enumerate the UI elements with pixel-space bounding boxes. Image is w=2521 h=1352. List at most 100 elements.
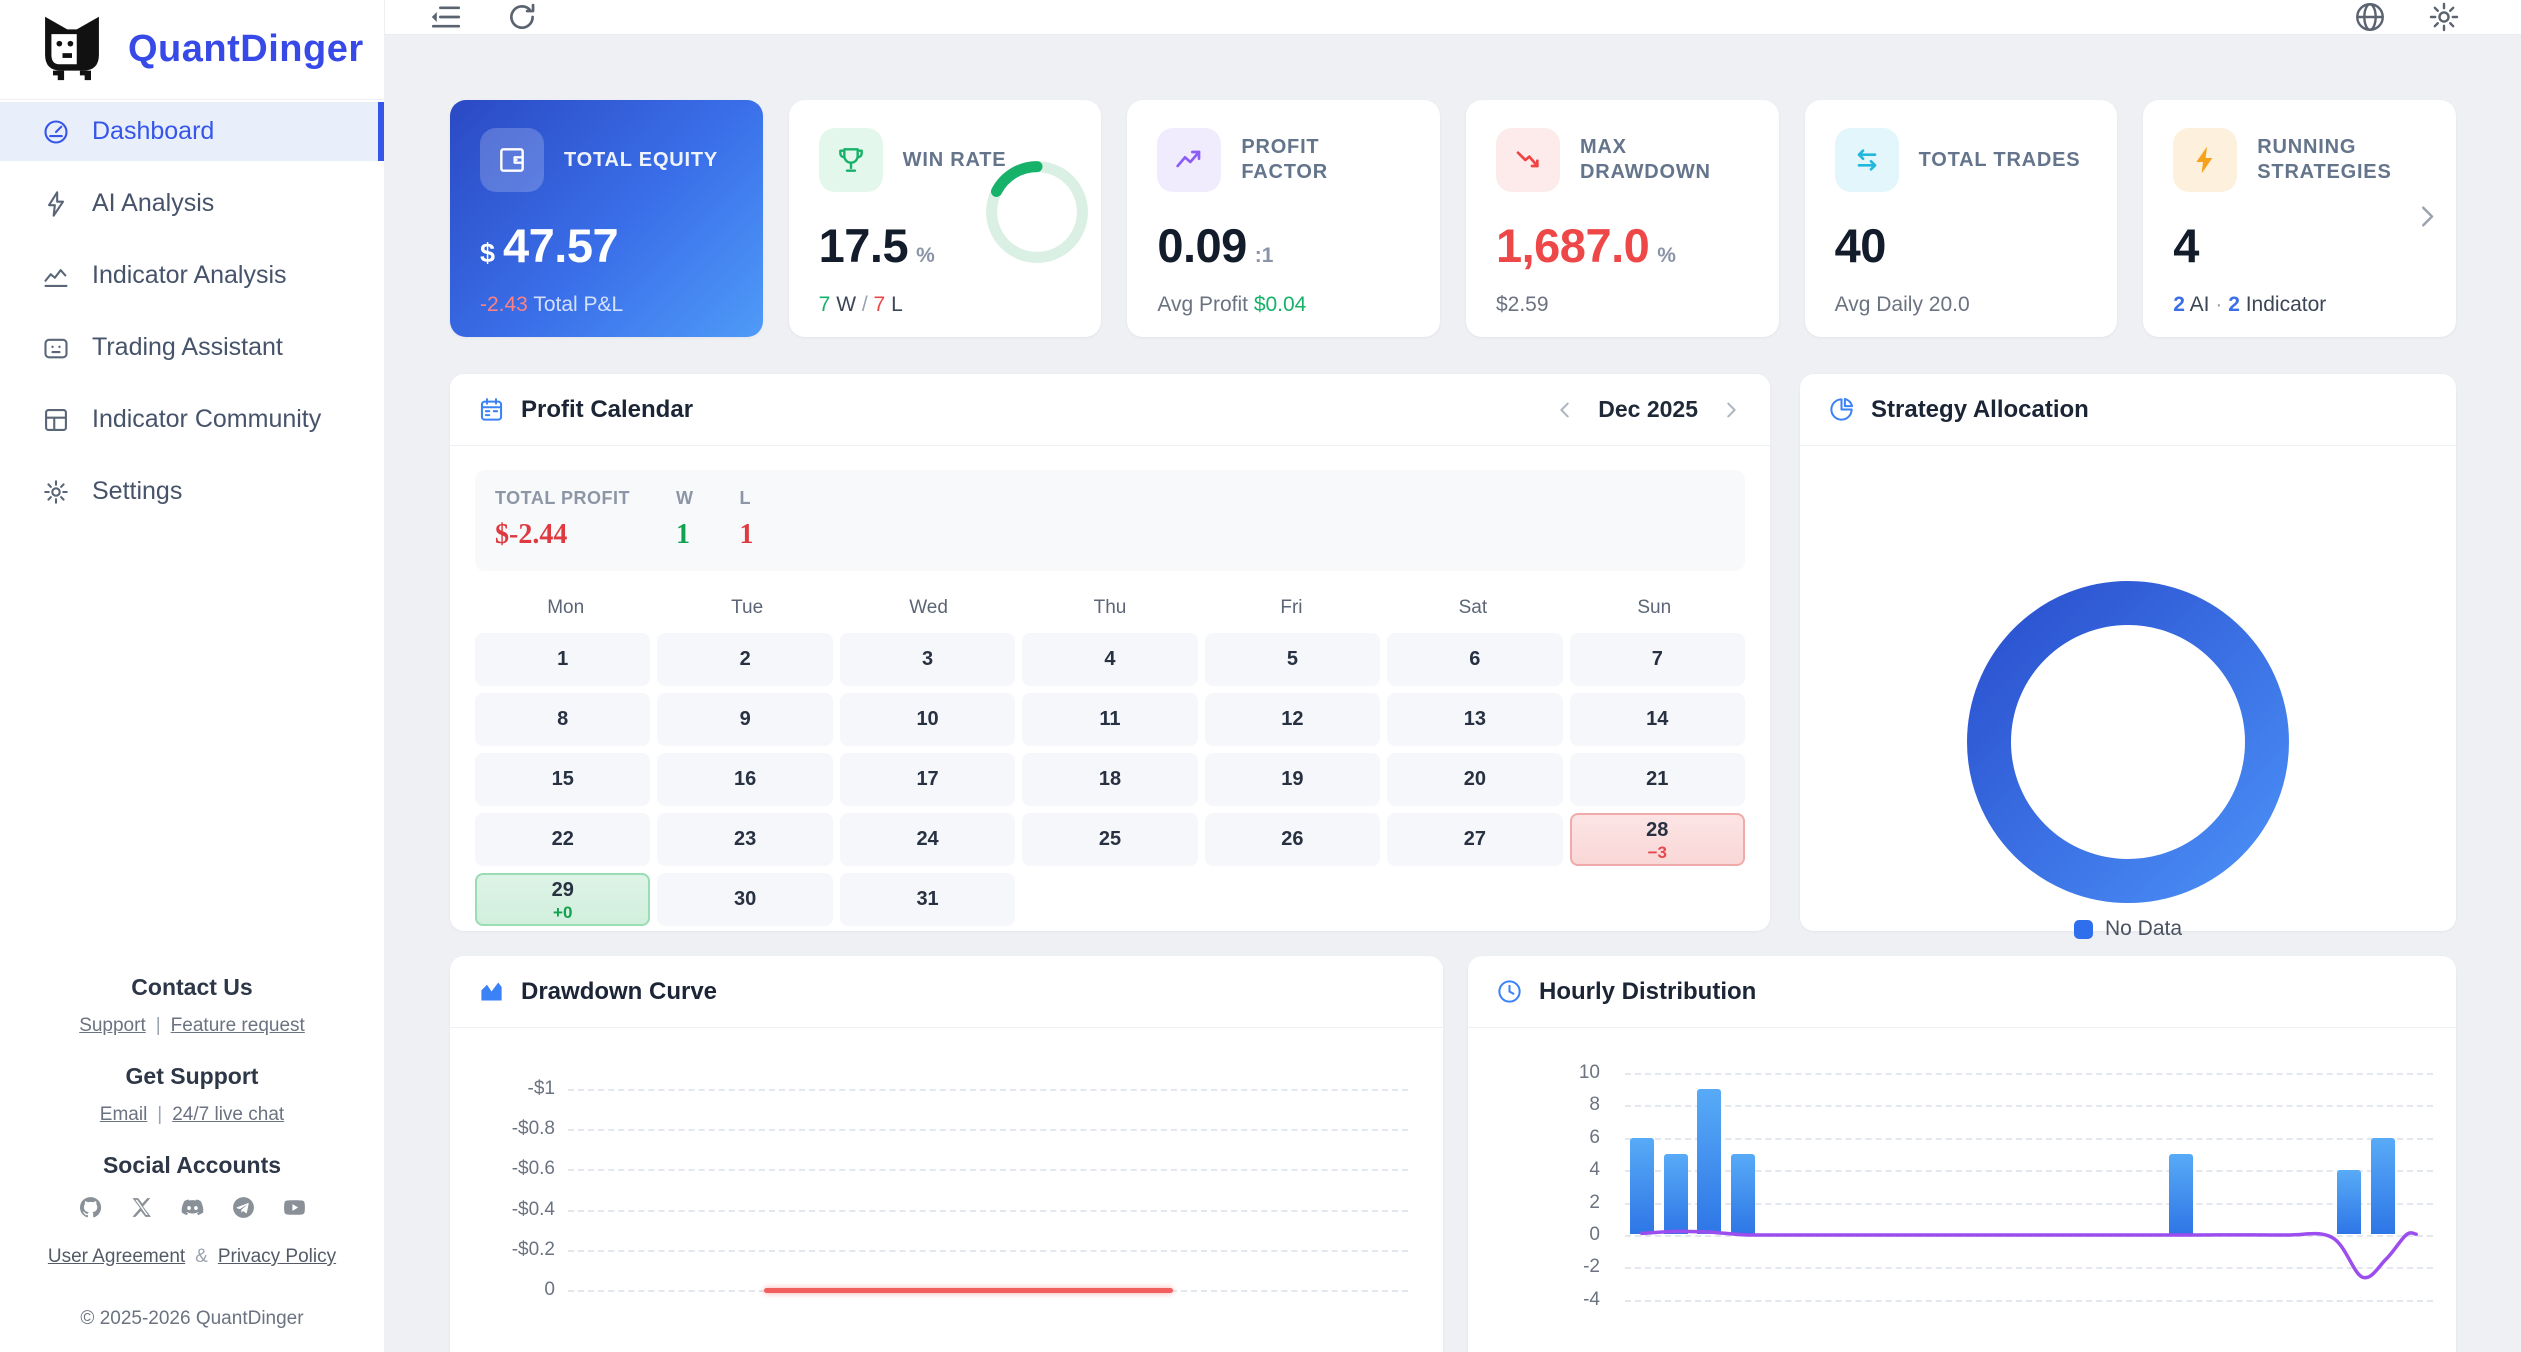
user-agreement-link[interactable]: User Agreement	[47, 1246, 186, 1267]
weekday-label: Sun	[1637, 597, 1672, 618]
topbar	[385, 0, 2521, 35]
pnl-line-series	[1640, 1229, 2418, 1280]
refresh-button[interactable]	[505, 0, 539, 34]
dashboard-icon	[44, 119, 68, 144]
next-month-chevron[interactable]	[1720, 399, 1742, 421]
calendar-day-20[interactable]: 20	[1387, 753, 1563, 806]
calendar-day-16[interactable]: 16	[657, 753, 833, 806]
calendar-day-14[interactable]: 14	[1569, 693, 1745, 746]
calendar-day-28[interactable]: 28 −3	[1569, 813, 1745, 866]
sidebar-item-dashboard[interactable]: Dashboard	[0, 102, 384, 161]
total-trades-card: TOTAL TRADES 40 Avg Daily 20.0	[1804, 100, 2118, 337]
calendar-day-4[interactable]: 4	[1022, 633, 1198, 686]
calendar-day-21[interactable]: 21	[1569, 753, 1745, 806]
calendar-day-17[interactable]: 17	[839, 753, 1016, 806]
calendar-day-9[interactable]: 9	[657, 693, 833, 746]
gridline	[568, 1209, 1408, 1212]
swap-icon	[1834, 128, 1899, 192]
discord-icon[interactable]	[180, 1195, 205, 1220]
running-strategies-value: 4	[2173, 219, 2199, 272]
calendar-day-25[interactable]: 25	[1022, 813, 1198, 866]
y-tick-label: 2	[1589, 1191, 1600, 1213]
calendar-day-15[interactable]: 15	[475, 753, 651, 806]
hour-bar-1	[1663, 1154, 1688, 1234]
sidebar-item-trading-assistant[interactable]: Trading Assistant	[0, 318, 384, 377]
calendar-day-30[interactable]: 30	[657, 873, 833, 926]
calendar-day-26[interactable]: 26	[1204, 813, 1381, 866]
bolt-icon	[2173, 128, 2238, 192]
sidebar-item-ai-analysis[interactable]: AI Analysis	[0, 174, 384, 233]
calendar-day-22[interactable]: 22	[475, 813, 651, 866]
chart-line-icon	[44, 268, 68, 287]
calendar-day-3[interactable]: 3	[839, 633, 1016, 686]
calendar-day-1[interactable]: 1	[475, 633, 651, 686]
drawdown-chart: -$1 -$0.8 -$0.6 -$0.4 -$0.2 0	[450, 1029, 1443, 1352]
hour-bar-0	[1629, 1137, 1654, 1234]
gridline	[1625, 1170, 2433, 1173]
calendar-day-23[interactable]: 23	[657, 813, 833, 866]
max-drawdown-card: MAX DRAWDOWN 1,687.0% $2.59	[1465, 100, 1779, 337]
live-chat-link[interactable]: 24/7 live chat	[172, 1104, 285, 1125]
calendar-day-27[interactable]: 27	[1387, 813, 1563, 866]
support-link[interactable]: Support	[79, 1015, 146, 1036]
calendar-day-11[interactable]: 11	[1022, 693, 1198, 746]
calendar-day-12[interactable]: 12	[1204, 693, 1381, 746]
gridline	[1625, 1202, 2433, 1205]
strategies-detail-chevron[interactable]	[2412, 201, 2442, 236]
panel-title: Profit Calendar	[521, 395, 694, 423]
hour-bar-3	[1730, 1154, 1755, 1234]
calendar-day-13[interactable]: 13	[1387, 693, 1563, 746]
sidebar-item-indicator-community[interactable]: Indicator Community	[0, 390, 384, 449]
language-globe-button[interactable]	[2353, 0, 2387, 34]
card-label: WIN RATE	[902, 148, 1007, 171]
calendar-day-7[interactable]: 7	[1569, 633, 1745, 686]
prev-month-chevron[interactable]	[1554, 399, 1576, 421]
card-label: TOTAL TRADES	[1918, 148, 2081, 171]
x-icon[interactable]	[129, 1195, 154, 1220]
collapse-sidebar-button[interactable]	[429, 0, 463, 34]
sidebar-item-settings[interactable]: Settings	[0, 462, 384, 521]
allocation-legend[interactable]: No Data	[2073, 917, 2182, 941]
weekday-header: Mon Tue Wed Thu Fri Sat Sun	[475, 597, 1745, 619]
hour-bar-22	[2370, 1137, 2395, 1234]
telegram-icon[interactable]	[231, 1195, 256, 1220]
sidebar-item-indicator-analysis[interactable]: Indicator Analysis	[0, 246, 384, 305]
calendar-day-2[interactable]: 2	[657, 633, 833, 686]
calendar-day-29[interactable]: 29 +0	[475, 873, 651, 926]
sidebar-menu: Dashboard AI Analysis Indicator Analysis…	[0, 100, 384, 534]
gridline	[568, 1089, 1408, 1091]
social-title: Social Accounts	[102, 1152, 282, 1178]
copyright: © 2025-2026 QuantDinger	[80, 1308, 304, 1329]
card-label: RUNNING STRATEGIES	[2257, 136, 2392, 183]
calendar-day-8[interactable]: 8	[475, 693, 651, 746]
feature-request-link[interactable]: Feature request	[170, 1015, 305, 1036]
email-link[interactable]: Email	[99, 1104, 148, 1125]
calendar-day-5[interactable]: 5	[1204, 633, 1381, 686]
sidebar-item-label: Settings	[92, 477, 183, 505]
sidebar-item-label: Trading Assistant	[92, 333, 283, 361]
month-losses: 1	[739, 519, 754, 550]
wallet-icon	[480, 128, 544, 192]
dashboard-content: TOTAL EQUITY $47.57 -2.43 Total P&L WIN …	[385, 35, 2521, 1352]
calendar-day-24[interactable]: 24	[839, 813, 1016, 866]
settings-gear-button[interactable]	[2427, 0, 2461, 34]
panel-title: Hourly Distribution	[1539, 977, 1757, 1005]
calendar-day-18[interactable]: 18	[1022, 753, 1198, 806]
github-icon[interactable]	[78, 1195, 103, 1220]
calendar-day-10[interactable]: 10	[839, 693, 1016, 746]
calendar-day-19[interactable]: 19	[1204, 753, 1381, 806]
privacy-policy-link[interactable]: Privacy Policy	[217, 1246, 337, 1267]
hour-bar-21	[2336, 1170, 2361, 1234]
brand: QuantDinger	[0, 0, 384, 100]
total-trades-value: 40	[1834, 219, 1887, 272]
weekday-label: Fri	[1280, 597, 1303, 618]
strategy-allocation-panel: Strategy Allocation No Data	[1800, 374, 2456, 940]
calendar-day-31[interactable]: 31	[839, 873, 1016, 926]
y-tick-label: -$0.4	[511, 1198, 555, 1220]
y-tick-label: -$1	[527, 1078, 555, 1099]
assistant-icon	[44, 338, 68, 358]
y-tick-label: 0	[1589, 1224, 1600, 1245]
sidebar-item-label: Indicator Analysis	[92, 261, 287, 289]
youtube-icon[interactable]	[282, 1195, 307, 1220]
calendar-day-6[interactable]: 6	[1387, 633, 1563, 686]
